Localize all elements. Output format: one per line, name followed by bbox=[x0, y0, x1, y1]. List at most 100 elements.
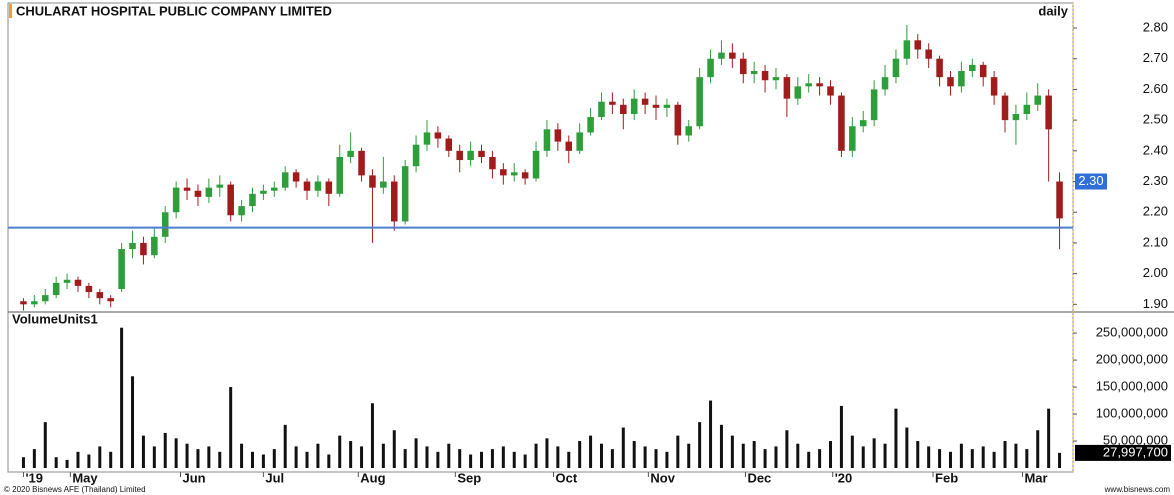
volume-bar bbox=[643, 446, 647, 468]
volume-bar bbox=[796, 443, 800, 468]
volume-bar bbox=[250, 451, 254, 468]
candle-body bbox=[990, 77, 998, 96]
candle-body bbox=[816, 83, 823, 87]
volume-bar bbox=[283, 424, 287, 468]
volume-bar bbox=[87, 454, 91, 468]
volume-bar bbox=[229, 387, 233, 468]
candle-body bbox=[118, 249, 125, 289]
candle-body bbox=[260, 190, 267, 194]
volume-bar bbox=[316, 443, 320, 468]
candle-body bbox=[500, 169, 507, 176]
candle-body bbox=[565, 141, 573, 151]
candle-body bbox=[979, 64, 987, 78]
candle-body bbox=[794, 86, 802, 99]
volume-bar bbox=[447, 443, 451, 468]
candle-body bbox=[685, 126, 693, 136]
volume-bar bbox=[948, 451, 952, 468]
copyright: © 2020 Bisnews AFE (Thailand) Limited bbox=[4, 485, 146, 494]
volume-bar bbox=[141, 435, 145, 468]
candle-body bbox=[696, 77, 703, 127]
candle-body bbox=[325, 181, 333, 194]
y-tick-label: 150,000,000 bbox=[1096, 379, 1168, 394]
volume-bar bbox=[599, 443, 603, 468]
volume-bar bbox=[1047, 408, 1051, 468]
volume-bar bbox=[578, 441, 582, 468]
candle-body bbox=[674, 104, 682, 136]
volume-bar bbox=[32, 449, 36, 468]
volume-bar bbox=[839, 405, 843, 468]
candle-body bbox=[445, 138, 453, 151]
candle-body bbox=[456, 150, 463, 161]
candle-body bbox=[412, 144, 420, 167]
volume-bar bbox=[850, 435, 854, 468]
candle-body bbox=[739, 58, 747, 75]
y-tick-label: 2.60 bbox=[1143, 81, 1168, 96]
y-tick-label: 2.50 bbox=[1143, 112, 1168, 127]
volume-bar bbox=[752, 441, 756, 468]
volume-bar bbox=[567, 451, 571, 468]
candle-body bbox=[827, 86, 834, 96]
volume-bar bbox=[403, 449, 407, 468]
x-tick-label: Jun bbox=[183, 470, 206, 485]
candle-body bbox=[227, 184, 234, 216]
volume-bar bbox=[861, 446, 865, 468]
candle-body bbox=[1012, 113, 1020, 121]
candle-body bbox=[129, 242, 136, 250]
y-tick-label: 100,000,000 bbox=[1096, 405, 1168, 420]
volume-bar bbox=[709, 400, 713, 468]
volume-bar bbox=[1003, 441, 1007, 468]
volume-bar bbox=[109, 451, 113, 468]
y-tick-label: 2.80 bbox=[1143, 19, 1168, 34]
candle-body bbox=[543, 129, 551, 151]
volume-bar bbox=[523, 454, 527, 468]
x-tick-label: Nov bbox=[650, 470, 675, 485]
volume-bar bbox=[294, 446, 298, 468]
y-tick-label: 2.20 bbox=[1143, 204, 1168, 219]
volume-bar bbox=[534, 443, 538, 468]
candle-body bbox=[532, 150, 540, 179]
volume-bar bbox=[621, 427, 625, 468]
volume-bar bbox=[719, 424, 723, 468]
candle-body bbox=[1023, 104, 1031, 114]
volume-bar bbox=[185, 443, 189, 468]
volume-bar bbox=[43, 422, 47, 468]
volume-bar bbox=[1014, 443, 1018, 468]
volume-bar bbox=[65, 459, 69, 468]
volume-bar bbox=[589, 435, 593, 468]
volume-bar bbox=[381, 443, 385, 468]
candle-body bbox=[63, 279, 71, 283]
candle-body bbox=[401, 166, 409, 222]
volume-bar bbox=[632, 441, 636, 468]
candle-body bbox=[1056, 181, 1063, 219]
candle-body bbox=[216, 184, 224, 188]
candle-body bbox=[336, 156, 344, 194]
volume-bar bbox=[360, 446, 364, 468]
candle-body bbox=[707, 58, 714, 78]
volume-bar bbox=[512, 451, 516, 468]
candle-body bbox=[892, 58, 900, 78]
candle-body bbox=[107, 298, 114, 302]
y-tick-label: 2.10 bbox=[1143, 234, 1168, 249]
volume-bar bbox=[338, 435, 342, 468]
candle-body bbox=[161, 212, 169, 237]
candle-body bbox=[172, 187, 180, 213]
candle-body bbox=[641, 98, 649, 105]
x-tick-label: Jul bbox=[265, 470, 284, 485]
last-price-box bbox=[1075, 173, 1107, 190]
candle-body bbox=[576, 132, 583, 151]
volume-bar bbox=[261, 454, 265, 468]
volume-bar bbox=[1025, 449, 1029, 468]
y-tick-label: 2.30 bbox=[1143, 173, 1168, 188]
volume-bar bbox=[76, 451, 80, 468]
volume-bar bbox=[414, 438, 418, 468]
candle-body bbox=[205, 187, 213, 197]
candle-body bbox=[74, 279, 82, 286]
candle-body bbox=[434, 132, 442, 139]
candle-body bbox=[41, 295, 49, 302]
candle-body bbox=[249, 193, 256, 207]
candle-body bbox=[1001, 95, 1009, 121]
candle-body bbox=[1045, 95, 1052, 130]
candle-body bbox=[314, 181, 322, 191]
candle-body bbox=[271, 187, 278, 191]
